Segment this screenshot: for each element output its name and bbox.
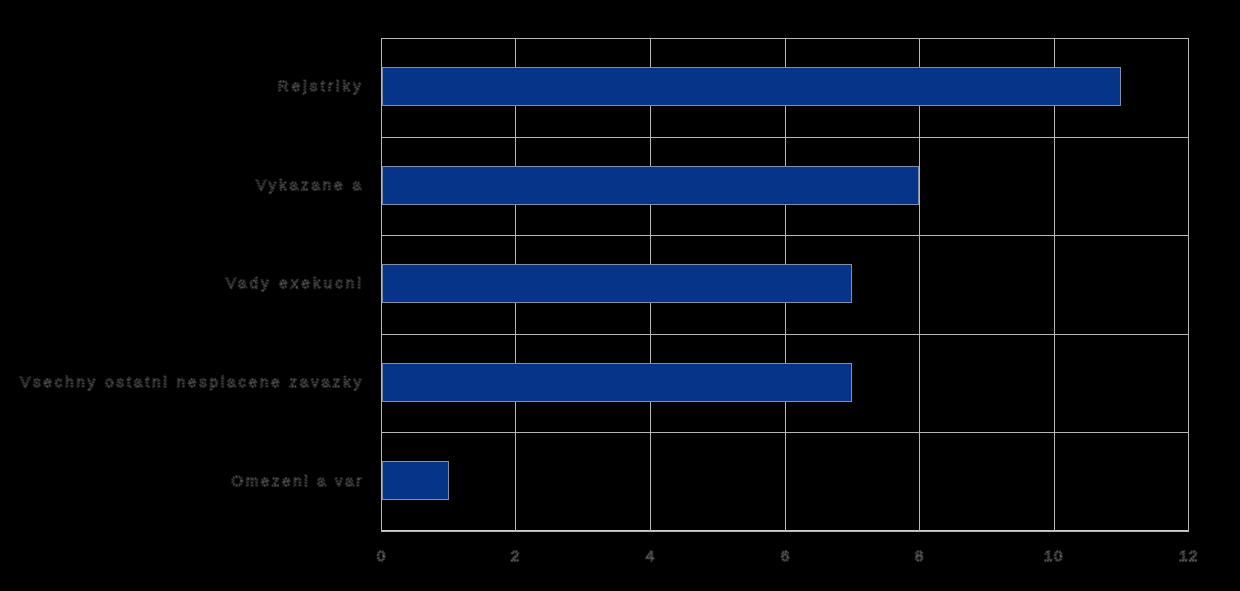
svg-text:Vady exekucni: Vady exekucni <box>226 275 364 292</box>
svg-text:8: 8 <box>915 548 923 565</box>
svg-text:2: 2 <box>511 548 519 565</box>
svg-text:6: 6 <box>781 548 789 565</box>
svg-text:Vsechny ostatni nesplacene zav: Vsechny ostatni nesplacene zavazky <box>20 374 364 391</box>
svg-text:4: 4 <box>646 548 654 565</box>
svg-text:Vykazane a: Vykazane a <box>256 177 364 194</box>
svg-text:0: 0 <box>377 548 385 565</box>
svg-text:10: 10 <box>1044 548 1064 565</box>
svg-text:Rejstriky: Rejstriky <box>278 78 364 95</box>
svg-text:Omezeni a var: Omezeni a var <box>231 473 364 490</box>
svg-text:12: 12 <box>1179 548 1199 565</box>
